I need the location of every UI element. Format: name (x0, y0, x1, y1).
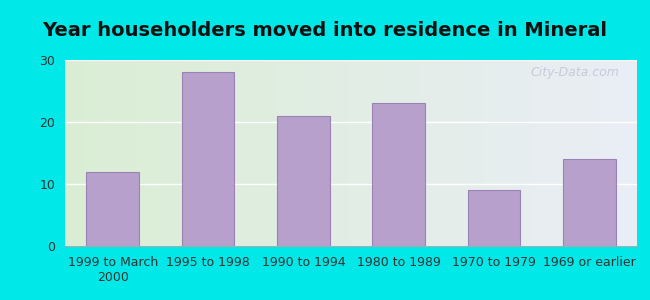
Bar (86, 172, 139, 246)
Bar (277, 116, 330, 246)
Text: Year householders moved into residence in Mineral: Year householders moved into residence i… (42, 21, 608, 40)
Bar (563, 159, 616, 246)
Bar (372, 103, 425, 246)
Bar (468, 190, 520, 246)
Bar (182, 72, 234, 246)
Text: City-Data.com: City-Data.com (531, 66, 620, 79)
